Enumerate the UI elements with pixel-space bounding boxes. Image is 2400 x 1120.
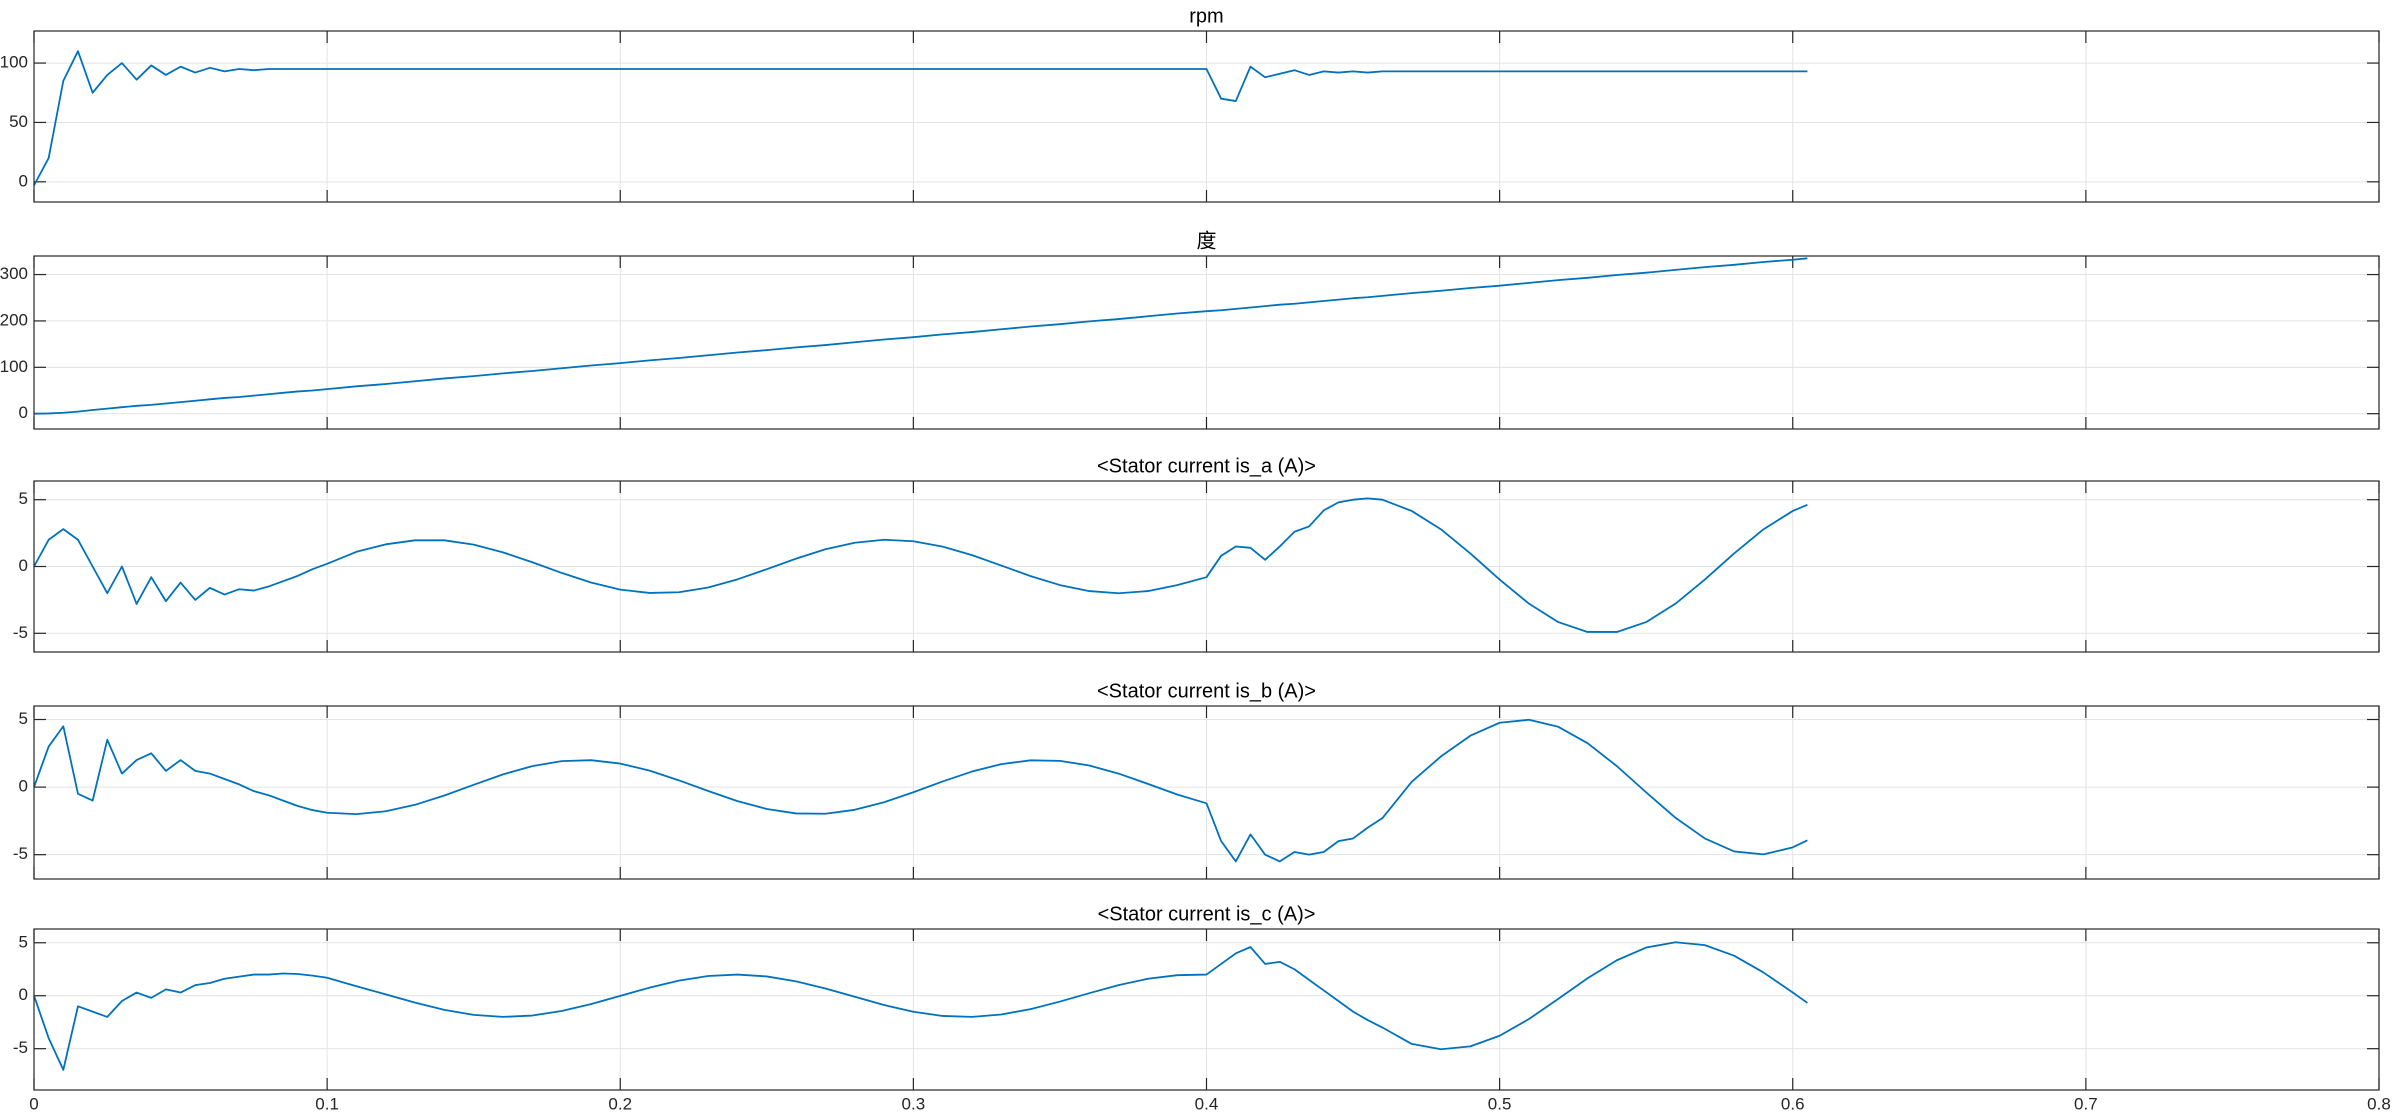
subplot-title: rpm — [1189, 5, 1223, 27]
axes-box — [33, 480, 2380, 653]
subplot: 0 0.1 0.2 0.3 0.4 0.5 0.6 0.7 0.8 -5 0 5 <Stator cur… — [13, 903, 2391, 1113]
y-tick-label: 100 — [0, 357, 28, 376]
axes-box — [33, 928, 2380, 1091]
x-tick-label: 0.7 — [2074, 1094, 2098, 1113]
y-tick-label: 5 — [19, 932, 28, 951]
subplot: -5 0 5 <Stator current is_a (A)> — [13, 455, 2380, 653]
subplot: -5 0 5 <Stator current is_b (A)> — [13, 680, 2380, 880]
trace — [33, 497, 1808, 633]
y-tick-label: 0 — [19, 556, 28, 575]
subplot-title: <Stator current is_b (A)> — [1097, 680, 1316, 702]
trace — [33, 50, 1808, 186]
y-tick-label: -5 — [13, 844, 28, 863]
y-tick-label: 50 — [9, 112, 28, 131]
subplot: 0 100 200 300 度 — [0, 229, 2380, 430]
y-tick-label: 200 — [0, 310, 28, 329]
subplot-title: <Stator current is_c (A)> — [1098, 903, 1316, 925]
axes-box — [33, 30, 2380, 203]
y-tick-label: 5 — [19, 709, 28, 728]
subplot-title: <Stator current is_a (A)> — [1097, 455, 1316, 477]
y-tick-label: 5 — [19, 489, 28, 508]
subplot: 0 50 100 rpm — [0, 5, 2380, 203]
y-tick-label: 100 — [0, 53, 28, 72]
x-tick-label: 0.3 — [902, 1094, 926, 1113]
y-tick-label: -5 — [13, 1038, 28, 1057]
y-tick-label: 0 — [19, 171, 28, 190]
y-tick-label: -5 — [13, 623, 28, 642]
trace — [33, 718, 1808, 863]
x-tick-label: 0.5 — [1488, 1094, 1512, 1113]
y-tick-label: 300 — [0, 264, 28, 283]
x-tick-label: 0.8 — [2367, 1094, 2391, 1113]
x-tick-label: 0.6 — [1781, 1094, 1805, 1113]
y-tick-label: 0 — [19, 777, 28, 796]
x-tick-label: 0 — [29, 1094, 38, 1113]
trace — [33, 941, 1808, 1071]
trace — [33, 257, 1808, 415]
x-tick-label: 0.2 — [608, 1094, 632, 1113]
x-tick-label: 0.4 — [1195, 1094, 1219, 1113]
y-tick-label: 0 — [19, 403, 28, 422]
subplot-title: 度 — [1197, 229, 1217, 252]
axes-box — [33, 705, 2380, 880]
y-tick-label: 0 — [19, 985, 28, 1004]
x-tick-label: 0.1 — [315, 1094, 339, 1113]
axes-box — [33, 255, 2380, 430]
